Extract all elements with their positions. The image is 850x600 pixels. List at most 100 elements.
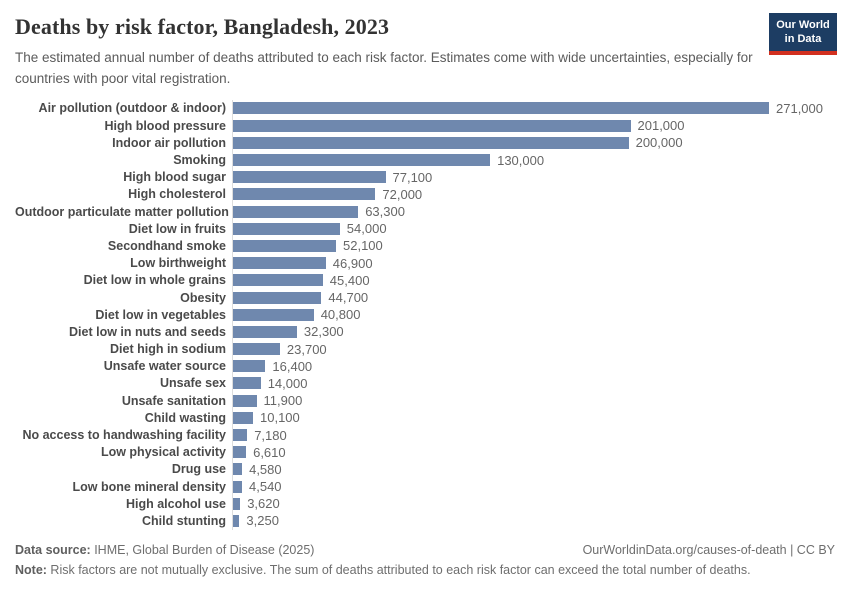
bar[interactable] — [233, 222, 340, 235]
bar-value: 40,800 — [320, 307, 361, 323]
bar-label: Outdoor particulate matter pollution — [15, 204, 229, 219]
chart-row: No access to handwashing facility 7,180 — [15, 426, 835, 444]
bar[interactable] — [233, 171, 386, 184]
bar-value: 201,000 — [637, 118, 685, 134]
bar[interactable] — [233, 136, 629, 149]
bar-label: Diet low in fruits — [128, 221, 226, 236]
bar[interactable] — [233, 343, 280, 356]
bar-track: 6,610 — [232, 443, 835, 461]
bar-label: Child wasting — [144, 410, 226, 425]
bar-track: 3,620 — [232, 495, 835, 513]
bar[interactable] — [233, 360, 266, 373]
chart-row: Air pollution (outdoor & indoor) 271,000 — [15, 99, 835, 118]
chart-row: Child stunting 3,250 — [15, 512, 835, 530]
bar[interactable] — [233, 446, 247, 459]
bar-track: 200,000 — [232, 134, 835, 152]
bar-value: 3,250 — [246, 513, 279, 529]
bar-value: 52,100 — [343, 238, 383, 254]
bar-value: 130,000 — [497, 152, 545, 168]
bar-value: 4,580 — [249, 461, 282, 477]
chart-row: Unsafe water source 16,400 — [15, 357, 835, 375]
bar[interactable] — [233, 291, 322, 304]
bar[interactable] — [233, 377, 261, 390]
bar-track: 11,900 — [232, 392, 835, 410]
bar-value: 54,000 — [346, 221, 387, 237]
bar-label: Diet low in nuts and seeds — [69, 324, 226, 339]
chart-row: Obesity 44,700 — [15, 288, 835, 307]
bar[interactable] — [233, 463, 243, 476]
bar-value: 10,100 — [260, 410, 300, 426]
bar-track: 14,000 — [232, 374, 835, 393]
bar-value: 72,000 — [382, 186, 423, 202]
bar-track: 4,540 — [232, 477, 835, 496]
bar-label: Indoor air pollution — [112, 135, 226, 150]
bar-track: 271,000 — [232, 99, 835, 118]
note-label: Note: — [15, 562, 47, 577]
bar[interactable] — [233, 308, 314, 321]
bar-value: 271,000 — [776, 100, 823, 116]
bar-label: Unsafe water source — [103, 359, 226, 374]
bar[interactable] — [233, 394, 257, 407]
bar[interactable] — [233, 257, 326, 270]
bar-label: Diet low in vegetables — [95, 307, 226, 322]
bar[interactable] — [233, 480, 242, 493]
bar-label: Unsafe sanitation — [121, 393, 226, 408]
chart-row: Diet low in fruits 54,000 — [15, 220, 835, 238]
bar-label: High alcohol use — [125, 496, 226, 511]
bar-track: 44,700 — [232, 288, 835, 307]
bar-label: Air pollution (outdoor & indoor) — [38, 101, 226, 116]
chart-row: Drug use 4,580 — [15, 460, 835, 478]
bar[interactable] — [233, 119, 631, 132]
bar-track: 201,000 — [232, 117, 835, 135]
chart-subtitle: The estimated annual number of deaths at… — [15, 50, 753, 86]
bar[interactable] — [233, 154, 491, 166]
bar[interactable] — [233, 239, 336, 252]
bar[interactable] — [233, 102, 769, 115]
bar-label: Low bone mineral density — [72, 479, 227, 494]
chart-row: High blood pressure 201,000 — [15, 117, 835, 135]
bar[interactable] — [233, 429, 248, 441]
bar[interactable] — [233, 188, 376, 201]
bar-label: Unsafe sex — [159, 376, 226, 391]
bar-label: Diet high in sodium — [110, 342, 226, 357]
bar-value: 7,180 — [254, 427, 287, 443]
bar-value: 77,100 — [392, 169, 433, 185]
owid-logo[interactable]: Our World in Data — [769, 13, 837, 55]
bar-chart: Air pollution (outdoor & indoor) 271,000 H… — [15, 99, 835, 530]
bar-label: High blood pressure — [104, 118, 226, 133]
bar-value: 46,900 — [332, 255, 373, 271]
rights-link[interactable]: OurWorldinData.org/causes-of-death | CC … — [582, 542, 835, 557]
bar-track: 45,400 — [232, 271, 835, 289]
bar-track: 72,000 — [232, 185, 835, 203]
chart-footer: Data source: IHME, Global Burden of Dise… — [15, 543, 835, 577]
bar-track: 32,300 — [232, 323, 835, 341]
bar[interactable] — [233, 514, 240, 527]
bar-label: Drug use — [171, 462, 226, 477]
chart-row: Child wasting 10,100 — [15, 409, 835, 427]
chart-row: Unsafe sanitation 11,900 — [15, 392, 835, 410]
chart-row: High alcohol use 3,620 — [15, 495, 835, 513]
chart-row: Smoking 130,000 — [15, 151, 835, 169]
bar-label: Child stunting — [141, 513, 226, 528]
bar[interactable] — [233, 411, 253, 424]
bar-value: 16,400 — [272, 358, 313, 374]
bar-track: 7,180 — [232, 426, 835, 444]
bar[interactable] — [233, 497, 241, 510]
bar-value: 44,700 — [328, 290, 369, 305]
chart-row: Diet low in nuts and seeds 32,300 — [15, 323, 835, 341]
bar-track: 16,400 — [232, 357, 835, 375]
bar-label: Obesity — [180, 290, 226, 305]
bar-value: 200,000 — [635, 135, 683, 151]
bar[interactable] — [233, 205, 359, 218]
chart-row: Diet low in whole grains 45,400 — [15, 271, 835, 289]
bar-track: 23,700 — [232, 340, 835, 358]
bar-track: 130,000 — [232, 151, 835, 169]
chart-row: Indoor air pollution 200,000 — [15, 134, 835, 152]
bar[interactable] — [233, 325, 297, 338]
bar-value: 14,000 — [267, 375, 308, 391]
bar-value: 3,620 — [247, 496, 280, 512]
chart-row: Diet low in vegetables 40,800 — [15, 306, 835, 324]
bar-label: Low physical activity — [100, 445, 226, 460]
bar[interactable] — [233, 274, 323, 287]
